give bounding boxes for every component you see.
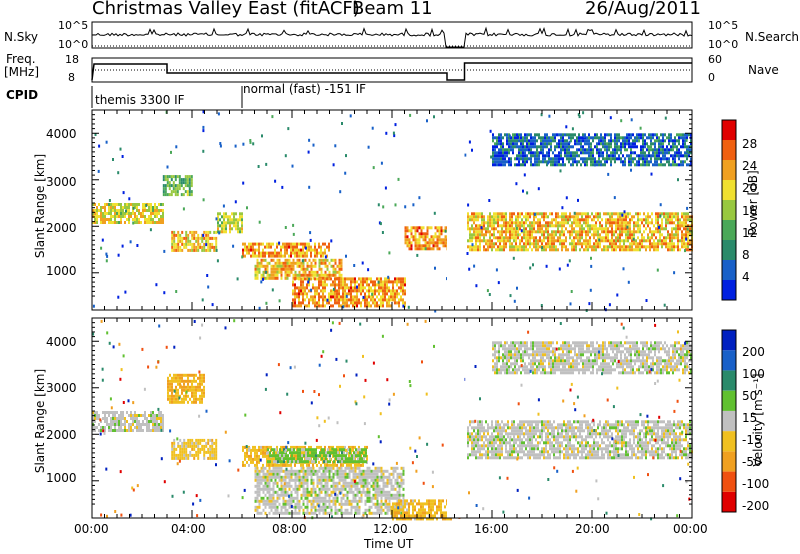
plot-title: Christmas Valley East (fitACF) <box>92 0 360 19</box>
xtick-2400: 00:00 <box>673 522 708 536</box>
velocity-colorbar-swatch <box>722 431 736 452</box>
power-colorbar-swatch <box>722 240 736 260</box>
nsky-label: N.Sky <box>4 30 39 44</box>
power-band-8 <box>162 175 193 197</box>
ytick-bottom-1000: 1000 <box>46 471 77 485</box>
cpid-entry-themis: themis 3300 IF <box>95 93 185 107</box>
power-band-6 <box>404 226 451 251</box>
xtick-1200: 12:00 <box>373 522 408 536</box>
ytick-bottom-3000: 3000 <box>46 381 77 395</box>
date-label: 26/Aug/2011 <box>585 0 701 19</box>
freq-label-1: Freq. <box>6 52 36 66</box>
velocity-colorbar-swatch <box>722 451 736 472</box>
power-colorbar-swatch <box>722 140 736 160</box>
nave-label: Nave <box>748 63 779 77</box>
nsearch-label: N.Search <box>745 30 800 44</box>
power-colorbar-swatch <box>722 280 736 300</box>
velocity-band-7 <box>467 420 693 460</box>
power-band-7 <box>467 212 693 252</box>
xlabel: Time UT <box>364 537 414 551</box>
power-tick-16: 16 <box>742 204 758 218</box>
ytick-top-3000: 3000 <box>46 175 77 189</box>
velocity-tick-neg200: -200 <box>742 499 770 513</box>
power-band-3 <box>242 242 330 258</box>
power-noise <box>92 110 689 313</box>
velocity-colorbar-swatch <box>722 491 736 512</box>
power-tick-20: 20 <box>742 181 758 195</box>
velocity-colorbar-swatch <box>722 390 736 411</box>
power-band-1 <box>171 230 218 252</box>
xtick-0000: 00:00 <box>74 522 109 536</box>
power-tick-4: 4 <box>742 270 750 284</box>
power-band-9 <box>492 133 692 167</box>
power-band-4 <box>254 258 343 280</box>
nsky-trace <box>91 26 693 48</box>
cpid-label: CPID <box>6 88 39 102</box>
power-colorbar-swatch <box>722 120 736 140</box>
power-tick-12: 12 <box>742 226 758 240</box>
velocity-data-gap <box>447 318 465 518</box>
power-data-gap <box>447 110 465 310</box>
velocity-band-6 <box>392 499 456 521</box>
xtick-0400: 04:00 <box>171 522 206 536</box>
freq-tick-bottom: 8 <box>68 71 75 84</box>
power-colorbar-frame <box>721 119 737 301</box>
velocity-colorbar-frame <box>721 329 737 513</box>
power-colorbar-swatch <box>722 160 736 180</box>
nsky-tick-bottom: 10^0 <box>58 38 89 51</box>
velocity-tick-50: 50 <box>742 389 758 403</box>
ytick-bottom-2000: 2000 <box>46 428 77 442</box>
cpid-entry-normal: normal (fast) -151 IF <box>243 82 367 96</box>
nsky-tick-top: 10^5 <box>58 19 89 32</box>
velocity-colorbar-swatch <box>722 350 736 371</box>
power-colorbar-swatch <box>722 260 736 280</box>
velocity-colorbar-swatch <box>722 471 736 492</box>
xtick-1600: 16:00 <box>474 522 509 536</box>
velocity-tick-100: 100 <box>742 367 765 381</box>
velocity-tick-neg15: -15 <box>742 433 762 447</box>
xtick-2000: 20:00 <box>575 522 610 536</box>
xtick-0800: 08:00 <box>272 522 307 536</box>
power-colorbar-swatch <box>722 180 736 200</box>
power-colorbar-swatch <box>722 200 736 220</box>
velocity-tick-15: 15 <box>742 411 758 425</box>
velocity-band-2 <box>167 373 205 404</box>
freq-tick-top: 18 <box>65 53 79 66</box>
nave-tick-top: 60 <box>708 53 722 66</box>
nsearch-tick-top: 10^5 <box>708 19 739 32</box>
velocity-tick-200: 200 <box>742 345 765 359</box>
velocity-colorbar-swatch <box>722 330 736 351</box>
ylabel-top: Slant Range [km] <box>33 153 47 259</box>
ytick-bottom-4000: 4000 <box>46 335 77 349</box>
power-tick-8: 8 <box>742 248 750 262</box>
velocity-band-8 <box>492 341 692 375</box>
beam-label: Beam 11 <box>352 0 433 19</box>
velocity-band-5 <box>254 466 405 515</box>
power-band-5 <box>292 277 406 308</box>
velocity-colorbar-swatch <box>722 410 736 432</box>
power-band-2 <box>217 212 243 234</box>
velocity-tick-neg100: -100 <box>742 477 770 491</box>
power-colorbar-swatch <box>722 220 736 240</box>
nave-tick-bottom: 0 <box>708 71 715 84</box>
velocity-band-0 <box>92 411 164 432</box>
freq-label-2: [MHz] <box>4 65 40 79</box>
ytick-top-2000: 2000 <box>46 221 77 235</box>
power-tick-28: 28 <box>742 137 758 151</box>
velocity-colorbar-swatch <box>722 370 736 391</box>
velocity-tick-neg50: -50 <box>742 455 762 469</box>
ylabel-bottom: Slant Range [km] <box>33 368 47 474</box>
freq-trace <box>91 62 692 81</box>
ytick-top-1000: 1000 <box>46 264 77 278</box>
velocity-band-1 <box>171 438 218 460</box>
power-band-0 <box>92 203 164 224</box>
power-tick-24: 24 <box>742 159 758 173</box>
ytick-top-4000: 4000 <box>46 127 77 141</box>
nsearch-tick-bottom: 10^0 <box>708 38 739 51</box>
